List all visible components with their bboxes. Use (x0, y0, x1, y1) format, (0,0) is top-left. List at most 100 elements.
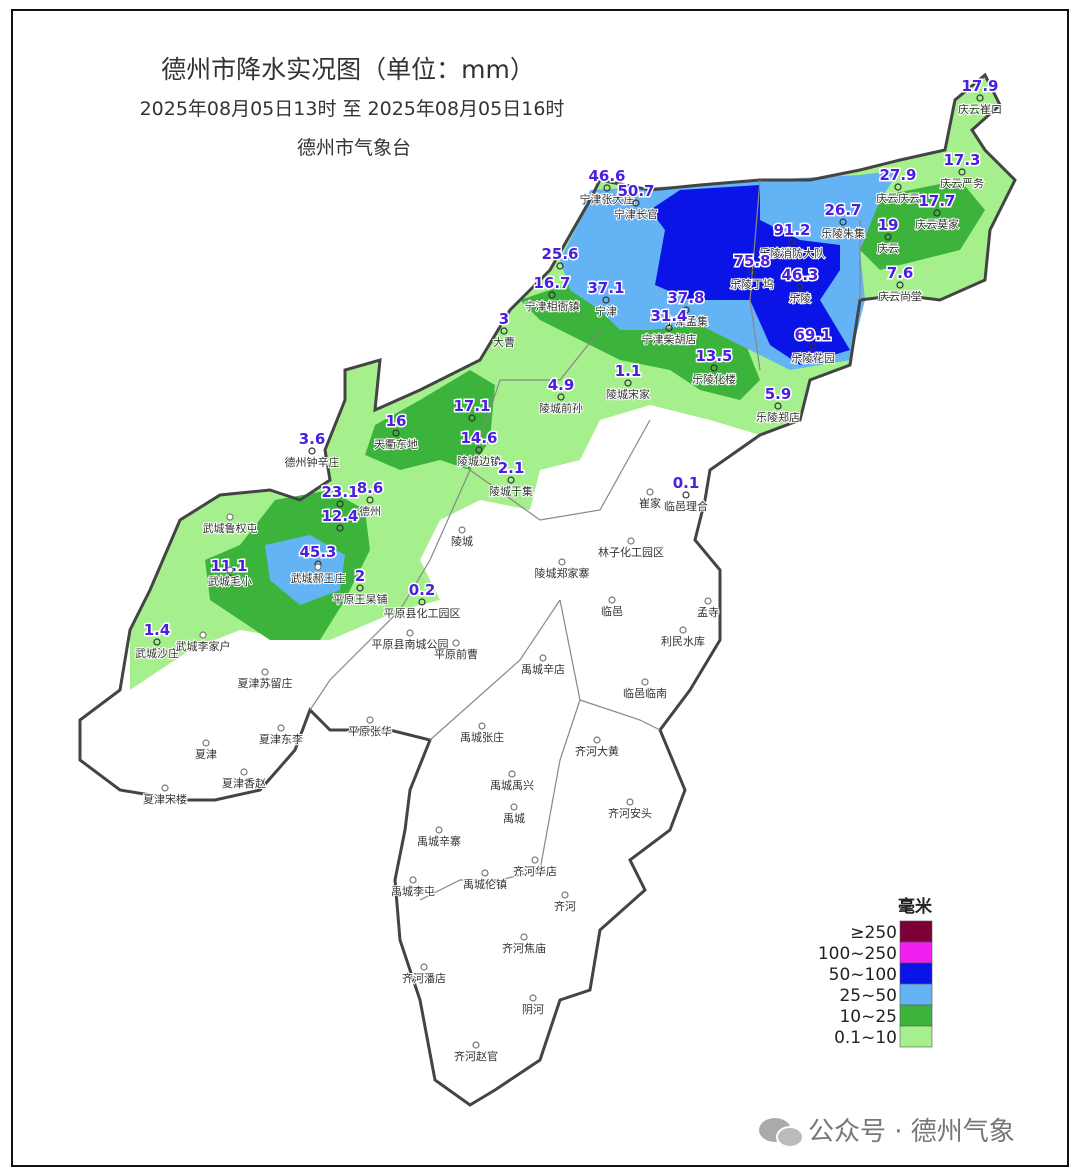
place-dot (641, 678, 649, 686)
rain-value: 19 (878, 216, 899, 234)
station-dot (336, 500, 344, 508)
place-name: 孟寺 (697, 606, 719, 619)
station-dot (500, 327, 508, 335)
station-name: 宁津相衙镇 (525, 299, 580, 313)
legend-label: 25~50 (839, 986, 897, 1006)
rain-value: 2.1 (498, 459, 525, 477)
legend-swatch (899, 941, 933, 964)
station-name: 陵城宋家 (606, 387, 650, 401)
place-dot (366, 716, 374, 724)
place-dot (531, 856, 539, 864)
rain-value: 3 (499, 310, 509, 328)
place-dot (226, 566, 234, 574)
place-name: 夏津苏留庄 (238, 676, 293, 690)
rain-value: 17.7 (918, 192, 955, 210)
place-dot (558, 558, 566, 566)
place-name: 禹城 (503, 812, 525, 825)
place-dot (508, 770, 516, 778)
place-name: 临邑临南 (623, 686, 667, 700)
place-name: 齐河焦庙 (502, 941, 546, 955)
station-name: 德州钟辛庄 (285, 455, 340, 469)
place-name: 齐河 (554, 899, 576, 913)
place-dot (510, 803, 518, 811)
station-name: 陵城于集 (489, 484, 533, 498)
rain-value: 27.9 (879, 166, 916, 184)
station-name: 宁津 (595, 304, 617, 318)
place-dot (704, 597, 712, 605)
place-name: 齐河大黄 (575, 744, 619, 758)
place-dot (277, 724, 285, 732)
station-dot (933, 209, 941, 217)
rain-value: 0.2 (409, 581, 436, 599)
station-dot (366, 496, 374, 504)
watermark: 公众号 · 德州气象 (759, 1117, 1015, 1148)
station-dot (308, 447, 316, 455)
rain-value: 16 (386, 412, 407, 430)
station-dot (392, 429, 400, 437)
station-name: 天衢东地 (374, 438, 418, 451)
place-name: 夏津东李 (259, 732, 303, 746)
station-name: 庆云崔口 (958, 102, 1002, 116)
station-dot (894, 183, 902, 191)
rain-value: 45.3 (299, 543, 336, 561)
rain-value: 37.8 (667, 289, 704, 307)
rain-value: 2 (355, 567, 365, 585)
place-dot (520, 933, 528, 941)
station-dot (475, 446, 483, 454)
station-dot (809, 343, 817, 351)
place-dot (452, 639, 460, 647)
place-dot (226, 513, 234, 521)
place-name: 禹城辛店 (521, 662, 565, 676)
legend-swatch (899, 983, 933, 1006)
legend-label: 10~25 (839, 1007, 897, 1027)
station-dot (603, 184, 611, 192)
station-name: 乐陵化楼 (692, 372, 736, 386)
rain-value: 46.3 (781, 266, 818, 284)
station-dot (839, 218, 847, 226)
station-dot (958, 168, 966, 176)
rain-value: 17.3 (943, 151, 980, 169)
place-name: 武城鲁权屯 (203, 521, 258, 535)
station-dot (896, 281, 904, 289)
station-dot (418, 598, 426, 606)
rain-value: 5.9 (765, 385, 792, 403)
place-dot (472, 1041, 480, 1049)
station-name: 乐陵消防大队 (759, 246, 825, 260)
legend-swatch (899, 962, 933, 985)
station-name: 乐陵郑店 (756, 410, 800, 424)
station-dot (884, 233, 892, 241)
station-dot (556, 262, 564, 270)
stations: 庆云崔口 17.9 庆云严务 17.3 庆云庆云 27.9 乐陵朱集 26.7 庆云莫家 17.7… (134, 76, 1003, 1065)
rain-value: 12.4 (321, 507, 358, 525)
station-dot (507, 476, 515, 484)
place-dot (478, 722, 486, 730)
place-dot (199, 631, 207, 639)
station-dot (632, 199, 640, 207)
station-dot (682, 306, 690, 314)
place-name: 禹城辛寨 (417, 834, 461, 848)
legend-label: 100~250 (818, 944, 897, 964)
place-dot (627, 537, 635, 545)
station-name: 乐陵丁坞 (730, 277, 774, 291)
place-name: 齐河华店 (513, 864, 557, 878)
issuer: 德州市气象台 (297, 137, 411, 159)
station-name: 宁津长官 (614, 207, 658, 221)
place-name: 利民水库 (661, 635, 705, 648)
station-dot (548, 291, 556, 299)
rain-value: 17.1 (453, 397, 490, 415)
place-name: 禹城禹兴 (490, 779, 534, 792)
station-dot (788, 238, 796, 246)
place-dot (202, 739, 210, 747)
time-range: 2025年08月05日13时 至 2025年08月05日16时 (140, 98, 565, 120)
station-name: 大曹 (493, 335, 515, 349)
rain-value: 23.1 (321, 483, 358, 501)
place-name: 平原县南城公园 (372, 638, 449, 651)
rain-value: 17.9 (961, 77, 998, 95)
legend-label: 50~100 (829, 965, 897, 985)
rain-value: 0.1 (673, 474, 700, 492)
place-name: 禹城伦镇 (463, 877, 507, 891)
place-dot (529, 994, 537, 1002)
rain-zones (78, 72, 1017, 1107)
place-dot (646, 488, 654, 496)
